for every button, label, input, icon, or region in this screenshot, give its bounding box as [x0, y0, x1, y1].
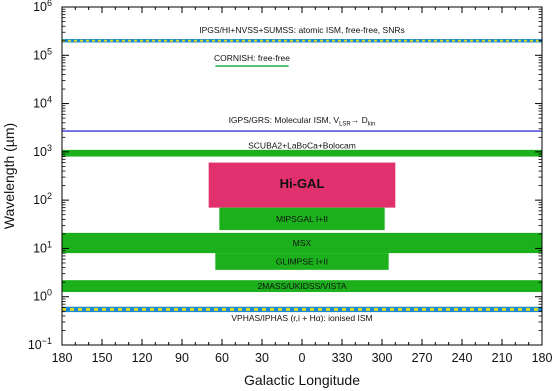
survey-3-label: SCUBA2+LaBoCa+Bolocam [248, 141, 356, 151]
y-tick-label: 101 [33, 239, 52, 255]
survey-4-band [208, 162, 396, 208]
x-tick-label: 180 [52, 351, 73, 365]
y-tick-exponent: 2 [47, 191, 52, 201]
x-tick-label: 150 [92, 351, 113, 365]
survey-9-label: VPHAS/IPHAS (r,i + Hα): ionised ISM [231, 313, 372, 323]
y-tick-label: 105 [33, 46, 52, 62]
survey-7-band [215, 253, 389, 270]
survey-1-label: CORNISH: free-free [214, 53, 290, 63]
survey-2-label: IGPS/GRS: Molecular ISM, VLSR→ Dkin [229, 115, 376, 128]
x-axis-title: Galactic Longitude [244, 372, 360, 388]
survey-8-label: 2MASS/UKIDSS/VISTA [257, 281, 346, 291]
y-tick-exponent: 3 [47, 143, 52, 153]
y-tick-base: 10 [33, 48, 47, 62]
survey-6-band [62, 232, 542, 254]
x-tick-label: 300 [372, 351, 393, 365]
survey-labels: IPGS/HI+NVSS+SUMSS: atomic ISM, free-fre… [199, 25, 404, 323]
y-tick-exponent: −1 [42, 336, 52, 346]
x-tick-label: 180 [532, 351, 553, 365]
survey-0-label: IPGS/HI+NVSS+SUMSS: atomic ISM, free-fre… [199, 25, 404, 35]
x-tick-label: 0 [299, 351, 306, 365]
survey-5-band [219, 207, 385, 231]
survey-2-name-sub1: LSR [339, 122, 351, 128]
survey-4-label: Hi-GAL [280, 176, 325, 191]
y-tick-exponent: 4 [47, 95, 52, 105]
y-tick-base: 10 [33, 0, 47, 14]
x-tick-label: 210 [492, 351, 513, 365]
survey-5-label: MIPSGAL I+II [276, 214, 328, 224]
survey-2-name: IGPS/GRS: Molecular ISM, V [229, 115, 340, 125]
survey-7-label: GLIMPSE I+II [276, 256, 328, 266]
axis-ticks [61, 6, 543, 346]
x-tick-label: 30 [255, 351, 269, 365]
y-tick-base: 10 [33, 145, 47, 159]
y-tick-base: 10 [33, 290, 47, 304]
y-tick-label: 10−1 [28, 336, 52, 352]
survey-8-band [62, 280, 542, 293]
survey-bands [62, 39, 542, 313]
y-tick-exponent: 5 [47, 46, 52, 56]
x-tick-label: 240 [452, 351, 473, 365]
y-tick-exponent: 0 [47, 288, 52, 298]
x-tick-label: 120 [132, 351, 153, 365]
y-axis-title: Wavelength (µm) [1, 123, 17, 229]
y-tick-base: 10 [33, 193, 47, 207]
survey-6-label: MSX [293, 238, 312, 248]
y-tick-exponent: 1 [47, 239, 52, 249]
x-tick-label: 90 [175, 351, 189, 365]
x-tick-label: 270 [412, 351, 433, 365]
y-tick-exponent: 6 [47, 0, 52, 8]
y-tick-label: 100 [33, 288, 52, 304]
y-tick-label: 104 [33, 95, 52, 111]
x-tick-labels: 180 150 120 90 60 30 0 330 300 270 240 210 180 [52, 351, 553, 365]
y-tick-base: 10 [33, 97, 47, 111]
survey-2-name-mid: D [359, 115, 368, 125]
y-tick-base: 10 [33, 241, 47, 255]
y-tick-base: 10 [28, 338, 42, 352]
x-tick-label: 60 [215, 351, 229, 365]
y-tick-label: 102 [33, 191, 52, 207]
x-tick-label: 330 [332, 351, 353, 365]
survey-2-name-sub2: kin [368, 122, 376, 128]
survey-2-name-arrow: → [351, 115, 360, 125]
y-tick-label: 103 [33, 143, 52, 159]
y-tick-label: 106 [33, 0, 52, 14]
survey-3-band [62, 149, 542, 157]
